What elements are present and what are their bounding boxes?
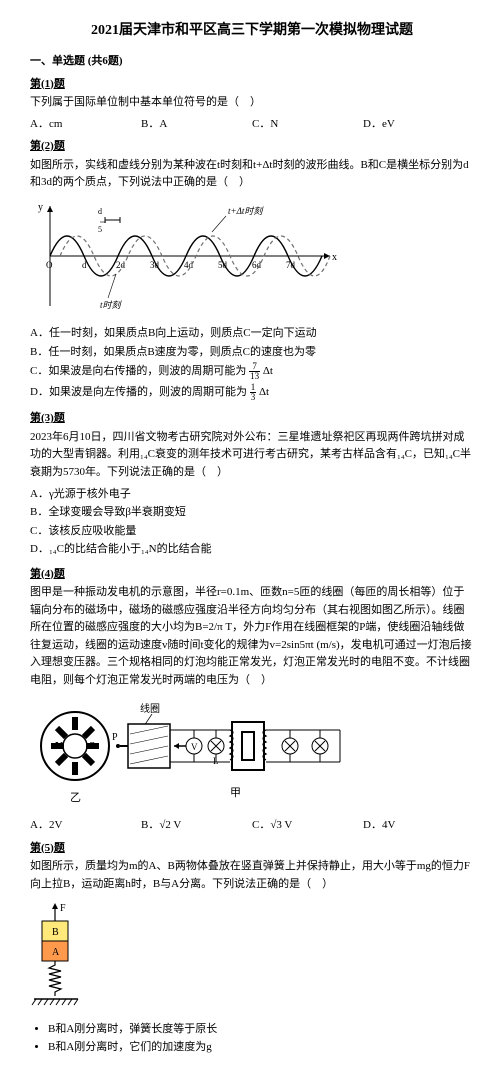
q1-opt-d: D．eV xyxy=(363,116,474,133)
q2-figure: y x O d 2d 3d 4d 5d 6d 7d d 5 t+Δt时刻 t时刻 xyxy=(30,196,474,322)
q5-bullet-b: B和A刚分离时，它们的加速度为g xyxy=(48,1039,474,1056)
axis-x-label: x xyxy=(332,252,337,263)
q2-opt-b: B．任一时刻，如果质点B速度为零，则质点C的速度也为零 xyxy=(30,344,474,361)
q2-opt-c: C．如果波是向右传播的，则波的周期可能为 713 Δt xyxy=(30,362,474,381)
q5-heading: 第(5)题 xyxy=(30,840,474,857)
page-title: 2021届天津市和平区高三下学期第一次模拟物理试题 xyxy=(30,20,474,41)
q2-opt-a: A．任一时刻，如果质点B向上运动，则质点C一定向下运动 xyxy=(30,325,474,342)
block-a-label: A xyxy=(52,947,60,958)
q4-options: A．2V B．√2 V C．√3 V D．4V xyxy=(30,817,474,834)
label-p: P xyxy=(112,732,118,743)
svg-text:5: 5 xyxy=(98,225,102,234)
q4-opt-b: B．√2 V xyxy=(141,817,252,834)
q1-opt-c: C．N xyxy=(252,116,363,133)
q3-opt-c: C．该核反应吸收能量 xyxy=(30,523,474,540)
section-heading: 一、单选题 (共6题) xyxy=(30,53,474,70)
q3-options: A．γ光源于核外电子 B．全球变暖会导致β半衰期变短 C．该核反应吸收能量 D．… xyxy=(30,486,474,560)
q1-options: A．cm B．A C．N D．eV xyxy=(30,116,474,133)
label-t: t时刻 xyxy=(100,300,123,310)
svg-text:S: S xyxy=(89,740,95,752)
q2-heading: 第(2)题 xyxy=(30,138,474,155)
q1-text: 下列属于国际单位制中基本单位符号的是（ ） xyxy=(30,94,474,112)
q3-opt-b: B．全球变暖会导致β半衰期变短 xyxy=(30,504,474,521)
label-jia: 甲 xyxy=(230,787,241,799)
q5-text: 如图所示，质量均为m的A、B两物体叠放在竖直弹簧上并保持静止，用大小等于mg的恒… xyxy=(30,858,474,893)
q5-figure: F B A xyxy=(30,899,474,1015)
q5-bullet-a: B和A刚分离时，弹簧长度等于原长 xyxy=(48,1021,474,1038)
q2-opt-d: D．如果波是向左传播的，则波的周期可能为 13 Δt xyxy=(30,383,474,402)
q3-opt-a: A．γ光源于核外电子 xyxy=(30,486,474,503)
q4-heading: 第(4)题 xyxy=(30,566,474,583)
q5-bullets: B和A刚分离时，弹簧长度等于原长 B和A刚分离时，它们的加速度为g xyxy=(30,1021,474,1056)
q3-heading: 第(3)题 xyxy=(30,410,474,427)
q4-opt-c: C．√3 V xyxy=(252,817,363,834)
svg-text:N: N xyxy=(55,740,63,752)
label-yi: 乙 xyxy=(70,791,81,804)
force-label: F xyxy=(60,903,66,914)
q2-text: 如图所示，实线和虚线分别为某种波在t时刻和t+Δt时刻的波形曲线。B和C是横坐标… xyxy=(30,157,474,192)
axis-y-label: y xyxy=(38,202,43,213)
q4-opt-a: A．2V xyxy=(30,817,141,834)
q3-text: 2023年6月10日，四川省文物考古研究院对外公布：三星堆遗址祭祀区再现两件跨坑… xyxy=(30,429,474,482)
q4-text: 图甲是一种振动发电机的示意图，半径r=0.1m、匝数n=5匝的线圈（每匝的周长相… xyxy=(30,584,474,690)
q3-opt-d: D．₁₄C的比结合能小于₁₄N的比结合能 xyxy=(30,541,474,558)
block-b-label: B xyxy=(52,927,59,938)
q1-opt-a: A．cm xyxy=(30,116,141,133)
voltmeter-label: V xyxy=(191,742,198,752)
svg-text:d: d xyxy=(98,207,102,216)
label-t-plus-dt: t+Δt时刻 xyxy=(228,206,264,216)
q2-options: A．任一时刻，如果质点B向上运动，则质点C一定向下运动 B．任一时刻，如果质点B… xyxy=(30,325,474,404)
q1-opt-b: B．A xyxy=(141,116,252,133)
q4-opt-d: D．4V xyxy=(363,817,474,834)
svg-text:O: O xyxy=(46,260,53,270)
q1-heading: 第(1)题 xyxy=(30,76,474,93)
